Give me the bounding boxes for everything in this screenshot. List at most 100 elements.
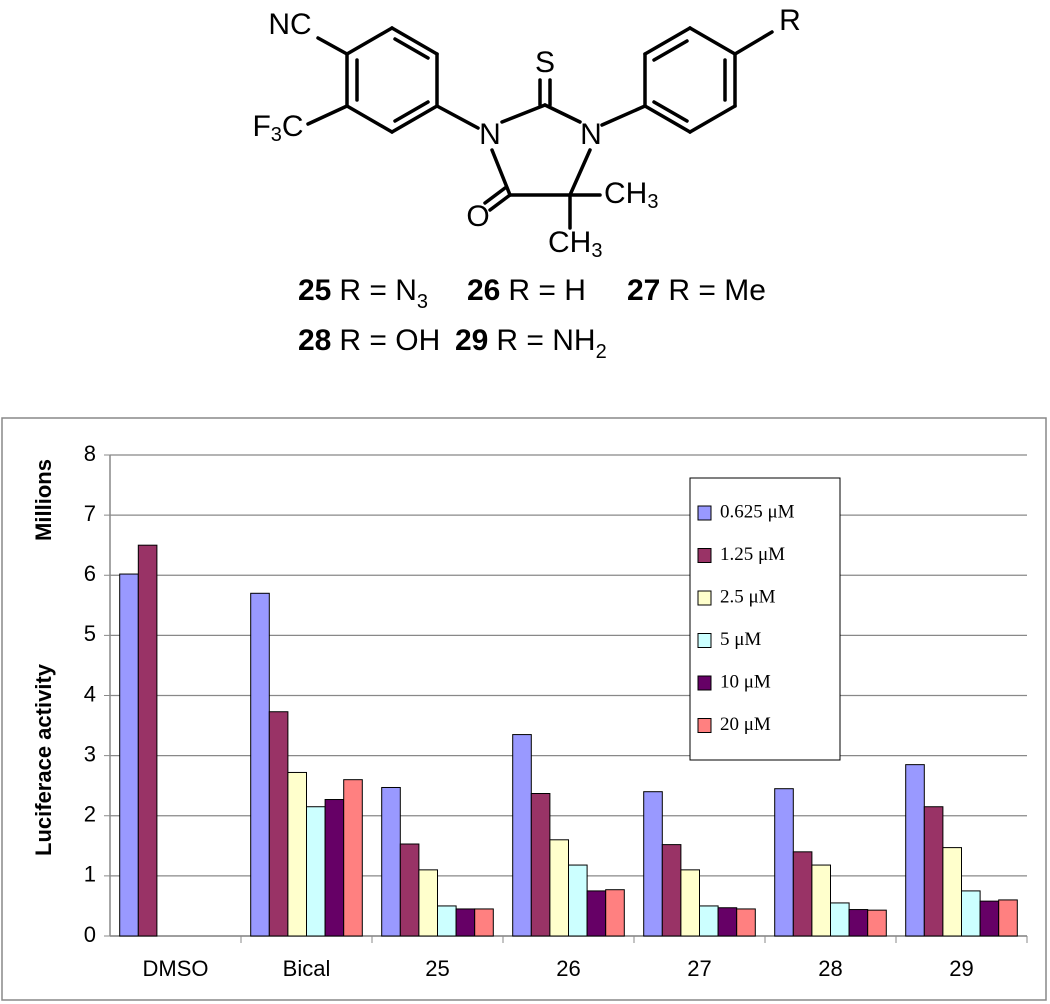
atom-label: R <box>779 4 801 37</box>
x-tick-label: 29 <box>949 956 973 981</box>
legend-label: 20 μM <box>720 714 771 735</box>
compound-label: 25 R = N3 <box>298 274 428 313</box>
compound-r: R = NH <box>496 324 595 357</box>
bar <box>381 786 401 937</box>
atom-label: N <box>580 118 602 151</box>
bar <box>680 869 701 937</box>
compound-r: R = H <box>508 274 586 307</box>
x-tick-label: 26 <box>556 956 580 981</box>
bar <box>998 899 1018 937</box>
compound-sub: 2 <box>596 341 607 363</box>
bar <box>549 839 570 937</box>
bar <box>512 734 532 937</box>
bar <box>848 909 869 937</box>
bar <box>867 909 887 937</box>
y-tick-label: 4 <box>84 681 96 706</box>
y-tick-label: 2 <box>84 802 96 827</box>
bar <box>119 573 139 937</box>
legend-label: 5 μM <box>720 629 761 650</box>
y-tick-label: 8 <box>84 441 96 466</box>
bar <box>661 844 682 937</box>
atom-label: CH <box>604 177 647 210</box>
atom-label: CH3 <box>548 226 602 262</box>
legend-swatch <box>697 505 712 521</box>
atom-label: O <box>466 200 489 233</box>
bar <box>418 869 438 937</box>
bar <box>643 791 663 937</box>
bar <box>586 890 607 937</box>
x-tick-label: DMSO <box>143 956 209 981</box>
y-tick-label: 7 <box>84 501 96 526</box>
atom-label: 3 <box>591 240 602 262</box>
bar <box>905 764 925 937</box>
legend-swatch <box>697 675 712 691</box>
atom-label: CH <box>548 226 591 259</box>
y-tick-label: 6 <box>84 561 96 586</box>
compound-sub: 3 <box>417 291 428 313</box>
bar <box>792 851 813 937</box>
bar <box>568 864 588 937</box>
bar <box>699 905 719 937</box>
compound-r: R = OH <box>339 324 440 357</box>
legend-label: 10 μM <box>720 671 771 692</box>
bar <box>811 864 832 937</box>
bar <box>287 771 307 937</box>
bar <box>306 806 326 937</box>
bar <box>437 905 457 937</box>
compound-id: 25 <box>298 274 331 307</box>
compound-id: 28 <box>298 324 331 357</box>
structure: NC F3C S N N O CH3 CH3 R <box>252 4 800 262</box>
x-tick-label: Bical <box>283 956 331 981</box>
bar <box>324 799 345 937</box>
compound-label: 29 R = NH2 <box>455 324 607 363</box>
compound-id: 29 <box>455 324 488 357</box>
chart: 0 1 2 3 4 5 6 7 8 Luciferace activity Millions DMSO… <box>31 441 1028 981</box>
bar <box>399 843 420 937</box>
legend-label: 2.5 μM <box>720 586 776 607</box>
atom-label: F3C <box>252 110 303 146</box>
bar <box>979 900 1000 937</box>
legend-box <box>689 477 841 761</box>
atom-label: CH3 <box>604 177 658 213</box>
atom-label: S <box>535 46 555 79</box>
bar <box>137 544 158 937</box>
legend-label: 0.625 μM <box>720 501 795 522</box>
legend-label: 1.25 μM <box>720 544 785 565</box>
compound-r: R = N <box>339 274 417 307</box>
atom-label: N <box>479 118 501 151</box>
bar <box>942 847 963 937</box>
compound-list: 25 R = N3 26 R = H 27 R = Me 28 R = OH 29 R = NH2 <box>298 274 766 363</box>
atom-label: F <box>252 110 270 143</box>
bar <box>923 806 944 937</box>
bar <box>961 890 981 937</box>
y-tick-label: 3 <box>84 741 96 766</box>
x-tick-label: 28 <box>818 956 842 981</box>
x-tick-label: 27 <box>687 956 711 981</box>
atom-label: C <box>282 110 304 143</box>
y-axis-unit: Millions <box>31 459 56 541</box>
bar <box>717 907 738 937</box>
compound-r: R = Me <box>668 274 766 307</box>
compound-label: 28 R = OH <box>298 324 440 357</box>
y-tick-label: 1 <box>84 862 96 887</box>
x-tick-label: 25 <box>425 956 449 981</box>
bar <box>774 788 794 937</box>
bar <box>474 908 494 937</box>
legend-swatch <box>697 633 712 648</box>
atom-label: 3 <box>647 191 658 213</box>
bar <box>250 592 270 937</box>
legend-swatch <box>697 718 712 733</box>
y-tick-label: 0 <box>84 922 96 947</box>
compound-id: 26 <box>467 274 500 307</box>
bar <box>268 711 289 937</box>
compound-label: 26 R = H <box>467 274 586 307</box>
bar <box>830 902 850 937</box>
compound-label: 27 R = Me <box>627 274 766 307</box>
atom-label: NC <box>268 8 311 41</box>
bar <box>343 779 363 937</box>
y-tick-label: 5 <box>84 621 96 646</box>
bar <box>605 889 625 937</box>
compound-id: 27 <box>627 274 660 307</box>
atom-label: 3 <box>271 124 282 146</box>
